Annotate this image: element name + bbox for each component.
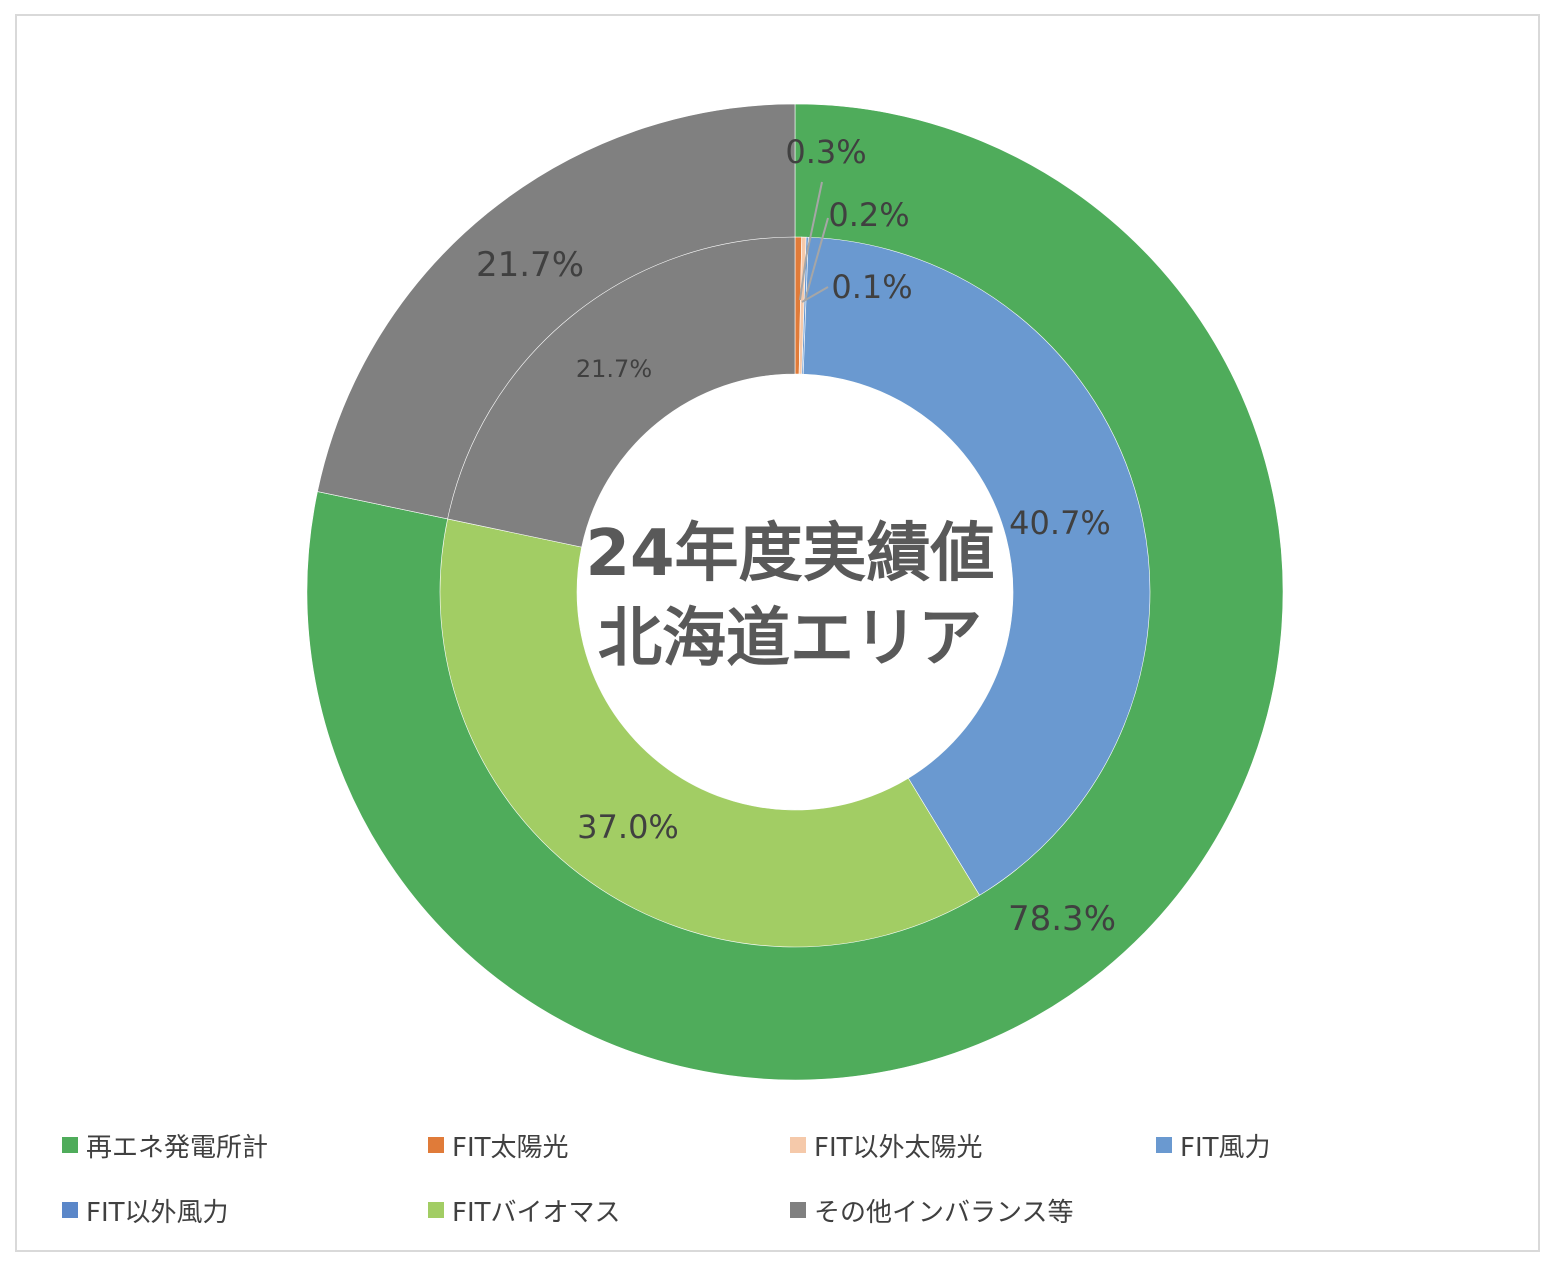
center-title-line1: 24年度実績値 bbox=[585, 517, 994, 591]
inner-label-FITバイオマス: 37.0% bbox=[577, 808, 679, 846]
inner-label-FIT以外太陽光: 0.2% bbox=[828, 196, 909, 234]
legend-item-FIT風力: FIT風力 bbox=[1156, 1125, 1271, 1165]
inner-label-FIT風力: 0.1% bbox=[831, 268, 912, 306]
legend-swatch bbox=[428, 1137, 444, 1153]
legend-item-FIT太陽光: FIT太陽光 bbox=[428, 1125, 569, 1165]
legend-label: FIT以外風力 bbox=[86, 1197, 229, 1228]
leader-lines bbox=[799, 181, 829, 303]
legend-swatch bbox=[62, 1137, 78, 1153]
legend-label: FITバイオマス bbox=[452, 1197, 621, 1228]
legend-label: その他インバランス等 bbox=[814, 1197, 1074, 1228]
data-labels: 78.3% 21.7% 40.7% 37.0% 21.7% 0.3% 0.2% 0.1% bbox=[476, 133, 1116, 939]
legend-label: 再エネ発電所計 bbox=[86, 1132, 269, 1163]
legend-item-その他インバランス等: その他インバランス等 bbox=[790, 1190, 1073, 1230]
center-title-line2: 北海道エリア bbox=[598, 602, 982, 676]
outer-label-再エネ発電所計: 78.3% bbox=[1008, 899, 1116, 939]
legend-item-FITバイオマス: FITバイオマス bbox=[428, 1190, 621, 1230]
legend-item-再エネ発電所計: 再エネ発電所計 bbox=[62, 1125, 268, 1165]
legend-item-FIT以外風力: FIT以外風力 bbox=[62, 1190, 229, 1230]
leader-line-FIT太陽光 bbox=[799, 181, 823, 301]
leader-line-FIT風力 bbox=[801, 286, 829, 303]
inner-label-その他インバランス等: 21.7% bbox=[576, 355, 652, 383]
legend-item-FIT以外太陽光: FIT以外太陽光 bbox=[790, 1125, 983, 1165]
inner-ring bbox=[439, 236, 1151, 948]
legend-swatch bbox=[428, 1202, 444, 1218]
legend-label: FIT風力 bbox=[1180, 1132, 1271, 1163]
leader-line-FIT以外太陽光 bbox=[804, 217, 829, 301]
legend-label: FIT以外太陽光 bbox=[814, 1132, 983, 1163]
legend-swatch bbox=[790, 1202, 806, 1218]
legend-swatch bbox=[62, 1202, 78, 1218]
outer-label-その他インバランス等: 21.7% bbox=[476, 245, 584, 285]
inner-label-FIT以外風力: 40.7% bbox=[1009, 504, 1111, 542]
legend-swatch bbox=[790, 1137, 806, 1153]
inner-label-FIT太陽光: 0.3% bbox=[785, 133, 866, 171]
legend-swatch bbox=[1156, 1137, 1172, 1153]
donut-hole bbox=[577, 374, 1013, 810]
legend-label: FIT太陽光 bbox=[452, 1132, 569, 1163]
